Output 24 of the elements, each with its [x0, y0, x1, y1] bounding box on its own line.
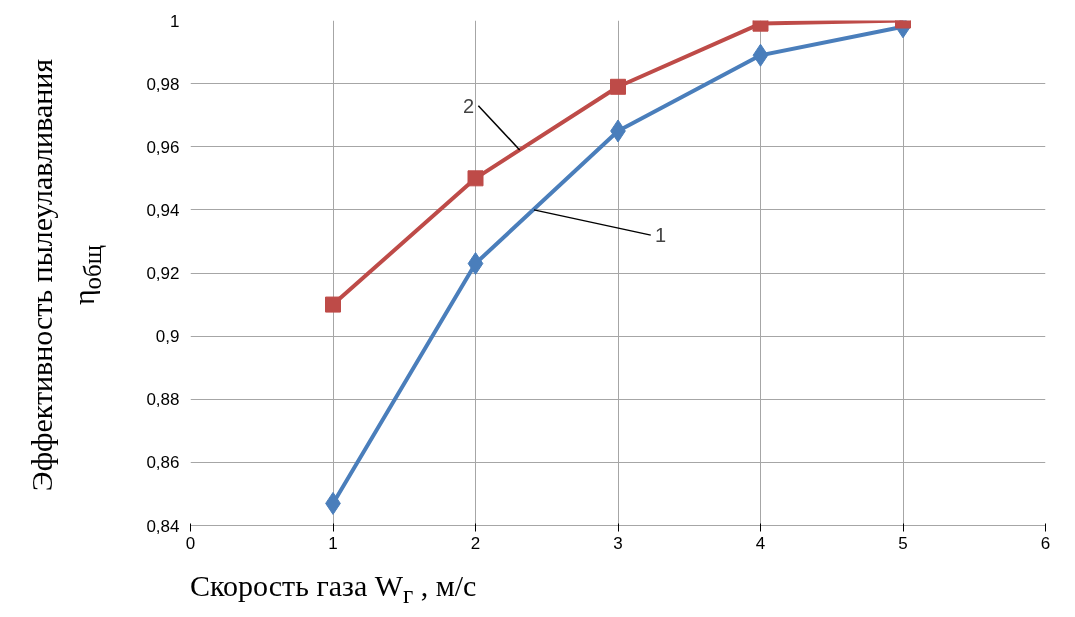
- y-tick-label: 0,96: [146, 137, 180, 157]
- point: [752, 43, 769, 67]
- y-tick-label: 0,9: [155, 327, 180, 347]
- x-tick-label: 1: [328, 533, 338, 553]
- y-tick-label: 0,84: [146, 516, 180, 536]
- point: [467, 252, 484, 276]
- point: [610, 78, 626, 95]
- y-tick-label: 1: [170, 11, 180, 31]
- x-axis-title: Скорость газа W$_{г}$ , м/с: [190, 568, 477, 610]
- x-tick-label: 6: [1040, 533, 1051, 553]
- y-tick-label: 0,92: [146, 264, 180, 283]
- x-tick-label: 5: [898, 533, 908, 553]
- y-tick-label: 0,86: [146, 453, 180, 473]
- point: [325, 296, 341, 313]
- point: [467, 170, 484, 187]
- y-tick-label: 0,98: [146, 74, 180, 94]
- annotation: 2: [462, 94, 475, 117]
- x-tick-label: 0: [185, 533, 196, 553]
- y-tick-label: 0,88: [146, 390, 180, 410]
- annotation: 1: [655, 224, 667, 247]
- x-tick-label: 3: [613, 533, 623, 553]
- x-tick-label: 4: [755, 533, 766, 553]
- y-tick-label: 0,94: [146, 200, 180, 220]
- x-tick-label: 2: [470, 533, 481, 553]
